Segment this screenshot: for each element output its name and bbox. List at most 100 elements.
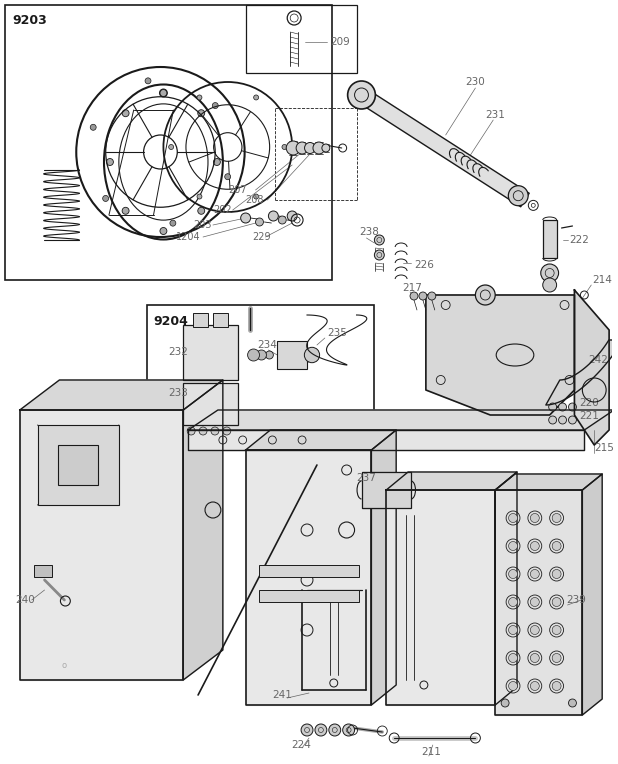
Text: 214: 214 (592, 275, 612, 285)
Circle shape (530, 513, 540, 523)
Text: 224: 224 (291, 740, 311, 750)
Circle shape (282, 144, 287, 150)
Circle shape (187, 427, 195, 435)
Text: 208: 208 (245, 195, 264, 205)
Circle shape (552, 681, 561, 691)
Bar (38, 425, 119, 505)
Circle shape (552, 626, 561, 634)
Text: 9204: 9204 (153, 315, 188, 328)
Polygon shape (20, 410, 183, 680)
Polygon shape (495, 474, 602, 490)
Circle shape (549, 416, 557, 424)
Circle shape (348, 81, 375, 109)
Circle shape (160, 89, 167, 96)
Bar (5, 5, 332, 280)
Text: 238: 238 (360, 227, 379, 237)
Text: 239: 239 (567, 595, 586, 605)
Text: 211: 211 (421, 747, 441, 757)
Circle shape (253, 95, 258, 100)
Text: 221: 221 (580, 411, 599, 421)
Polygon shape (245, 450, 371, 705)
Circle shape (509, 186, 528, 206)
Circle shape (559, 403, 567, 411)
Circle shape (305, 143, 315, 154)
Text: 237: 237 (357, 473, 376, 483)
Bar (183, 383, 238, 425)
Text: 215: 215 (595, 443, 614, 453)
Circle shape (375, 235, 384, 245)
Text: 233: 233 (168, 388, 188, 398)
Polygon shape (495, 472, 517, 705)
Circle shape (199, 427, 207, 435)
Circle shape (213, 158, 221, 166)
Bar (213, 313, 228, 327)
Circle shape (530, 626, 540, 634)
Circle shape (240, 213, 250, 223)
Circle shape (343, 724, 355, 736)
Circle shape (169, 144, 174, 150)
Circle shape (509, 542, 517, 551)
Polygon shape (357, 89, 529, 207)
Circle shape (211, 427, 219, 435)
Circle shape (509, 653, 517, 662)
Circle shape (375, 250, 384, 260)
Bar (146, 305, 375, 435)
Circle shape (198, 110, 205, 117)
Polygon shape (245, 430, 396, 450)
Circle shape (552, 597, 561, 607)
Circle shape (569, 699, 577, 707)
Polygon shape (20, 380, 223, 410)
Text: 232: 232 (168, 347, 188, 357)
Bar (193, 313, 208, 327)
Text: 217: 217 (402, 283, 422, 293)
Circle shape (541, 264, 559, 282)
Circle shape (103, 196, 109, 202)
Circle shape (286, 141, 300, 155)
Circle shape (160, 228, 167, 235)
Text: 203: 203 (193, 220, 211, 230)
Polygon shape (575, 290, 609, 445)
Circle shape (509, 626, 517, 634)
Circle shape (256, 350, 266, 360)
Text: 235: 235 (327, 328, 347, 338)
Circle shape (530, 681, 540, 691)
Text: 231: 231 (485, 110, 505, 120)
Circle shape (530, 569, 540, 578)
Text: 234: 234 (258, 340, 277, 350)
Circle shape (549, 403, 557, 411)
Text: 229: 229 (253, 232, 271, 242)
Circle shape (225, 173, 231, 180)
Polygon shape (386, 490, 495, 705)
Circle shape (509, 681, 517, 691)
Circle shape (106, 158, 113, 166)
Circle shape (552, 542, 561, 551)
Bar (260, 590, 358, 602)
Circle shape (569, 403, 577, 411)
Text: 241: 241 (273, 690, 292, 700)
Circle shape (419, 292, 427, 300)
Text: 207: 207 (228, 185, 247, 195)
Circle shape (122, 110, 129, 117)
Circle shape (543, 278, 557, 292)
Circle shape (559, 416, 567, 424)
Polygon shape (183, 380, 223, 680)
Polygon shape (371, 430, 396, 705)
Text: 222: 222 (570, 235, 590, 245)
Circle shape (410, 292, 418, 300)
Text: o: o (62, 661, 67, 669)
Text: 240: 240 (15, 595, 35, 605)
Polygon shape (582, 474, 602, 715)
Polygon shape (426, 295, 575, 415)
Circle shape (145, 78, 151, 84)
Circle shape (329, 724, 341, 736)
Circle shape (253, 194, 258, 199)
Circle shape (122, 207, 129, 214)
Circle shape (315, 724, 327, 736)
Text: 209: 209 (330, 37, 350, 47)
Circle shape (170, 220, 176, 226)
Circle shape (530, 653, 540, 662)
Circle shape (296, 142, 308, 154)
Circle shape (322, 144, 330, 152)
Polygon shape (495, 490, 582, 715)
Circle shape (265, 351, 273, 359)
